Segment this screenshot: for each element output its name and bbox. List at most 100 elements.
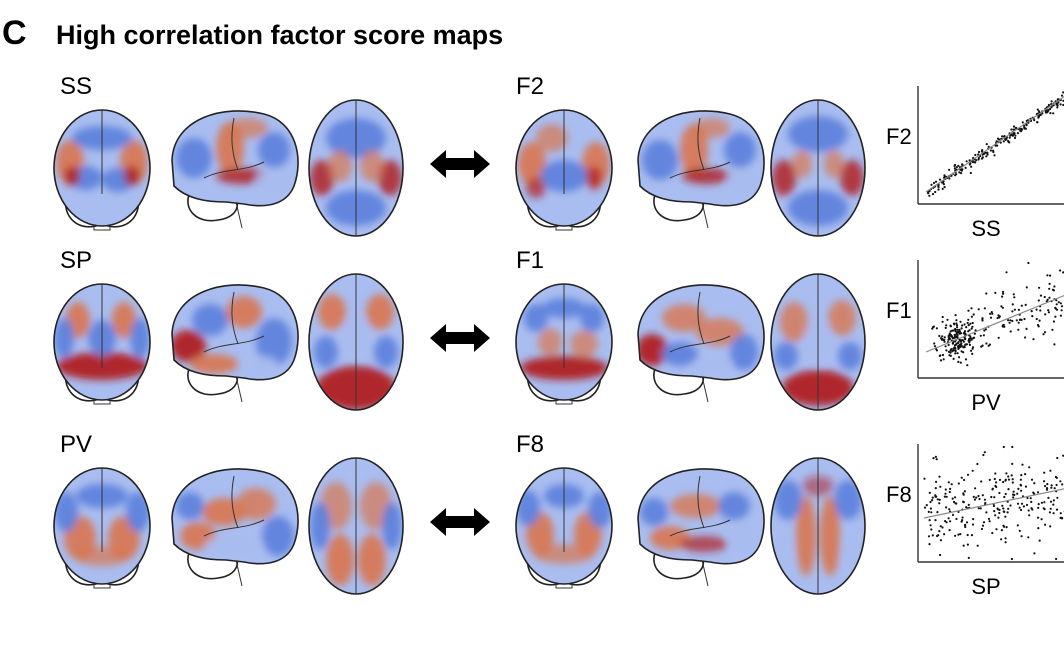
scatter-point [1025, 327, 1028, 330]
scatter-point [948, 177, 951, 180]
scatter-point [968, 343, 971, 346]
scatter-point [966, 321, 969, 325]
scatter-point [970, 327, 973, 330]
scatter-point [1043, 295, 1046, 299]
scatter-point [1045, 488, 1049, 491]
scatter-point [1011, 478, 1014, 481]
fit-line [925, 294, 1064, 353]
scatter-point [928, 543, 931, 546]
scatter-point [962, 544, 965, 547]
scatter-point [944, 492, 947, 495]
scatter-point [961, 516, 964, 519]
scatter-point [1023, 317, 1026, 321]
scatter-points [931, 261, 1064, 367]
scatter-point [1043, 508, 1046, 511]
scatter-point [1049, 500, 1053, 503]
scatter-point [953, 167, 956, 170]
scatter-point [1009, 319, 1012, 322]
scatter-point [1030, 310, 1033, 313]
scatter-point [1016, 502, 1020, 505]
scatter-point [1059, 314, 1062, 317]
scatter-point [1044, 313, 1047, 316]
scatter-point [1011, 481, 1014, 484]
scatter-point [1055, 308, 1059, 311]
scatter-point [1000, 305, 1003, 308]
scatter-point [1055, 508, 1059, 511]
scatter-point [998, 511, 1001, 515]
scatter-point [998, 491, 1001, 495]
scatter-point [1049, 525, 1052, 528]
scatter-point [953, 323, 956, 326]
scatter-point [990, 495, 993, 499]
scatter-point [941, 320, 944, 323]
scatter-point [951, 513, 955, 516]
scatter-point [947, 481, 950, 484]
scatter-point [1017, 308, 1020, 311]
scatter-point [1023, 126, 1026, 129]
scatter-point [931, 499, 934, 502]
scatter-point [953, 333, 956, 336]
scatter-point [1028, 466, 1031, 469]
scatter-point [1043, 501, 1046, 504]
scatter-point [954, 347, 957, 350]
scatter-point [965, 160, 968, 163]
scatter-point [949, 487, 952, 490]
scatter-point [945, 506, 948, 509]
scatter-point [1044, 523, 1047, 526]
scatter-point [1007, 475, 1010, 478]
scatter-point [957, 164, 960, 167]
scatter-point [1048, 511, 1051, 514]
scatter-point [927, 535, 931, 538]
scatter-point [1061, 517, 1064, 520]
scatter-point [1048, 282, 1051, 285]
scatter-point [985, 292, 988, 295]
scatter-point [1052, 320, 1055, 323]
scatter-point [971, 325, 974, 328]
scatter-point [944, 345, 947, 348]
scatter-point [948, 332, 951, 335]
scatter-point [951, 350, 954, 353]
scatter-point [956, 334, 959, 337]
scatter-point [973, 498, 976, 501]
scatter-point [1055, 557, 1058, 561]
scatter-point [988, 520, 991, 523]
scatter-point [1004, 138, 1007, 141]
scatter-point [1004, 492, 1007, 496]
scatter-point [944, 326, 947, 329]
scatter-point [936, 511, 939, 514]
scatter-point [1053, 285, 1056, 288]
scatter-point [1016, 492, 1019, 495]
scatter-point [962, 332, 966, 335]
frontal-brain-view [53, 467, 151, 589]
scatter-point [994, 514, 997, 517]
scatter-point [1047, 311, 1050, 314]
scatter-y-label: F1 [886, 298, 912, 323]
scatter-point [970, 315, 973, 318]
scatter-point [968, 339, 971, 342]
scatter-point [970, 165, 973, 168]
scatter-point [1018, 506, 1021, 509]
scatter-point [1001, 290, 1005, 293]
scatter-point [938, 498, 941, 501]
scatter-point [950, 483, 953, 486]
scatter-point [998, 315, 1001, 318]
scatter-point [1020, 474, 1023, 477]
scatter-point [1021, 128, 1024, 131]
scatter-point [934, 519, 937, 522]
row-left-label: SP [60, 247, 92, 274]
scatter-point [1019, 478, 1022, 481]
scatter-point [971, 469, 974, 472]
scatter-point [989, 149, 992, 152]
scatter-point [1016, 132, 1019, 135]
scatter-point [1014, 134, 1017, 137]
scatter-point [994, 291, 997, 294]
scatter-point [1017, 487, 1020, 490]
scatter-point [983, 451, 986, 454]
scatter-point [1020, 304, 1023, 307]
scatter-point [942, 183, 945, 186]
scatter-point [982, 334, 985, 337]
scatter-point [972, 337, 975, 340]
scatter-point [1011, 134, 1014, 137]
scatter-point [933, 345, 937, 348]
scatter-point [1017, 321, 1020, 324]
